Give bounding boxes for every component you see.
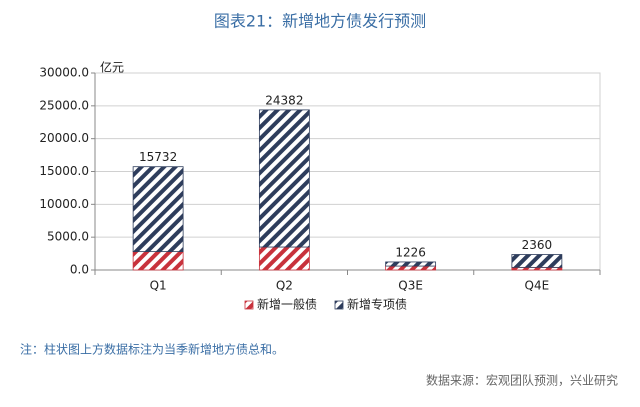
bar-segment	[511, 254, 563, 268]
y-tick-label: 15000.0	[39, 164, 89, 178]
y-tick-label: 20000.0	[39, 131, 89, 145]
x-tick-label: Q3E	[398, 279, 423, 293]
bar-segment	[385, 261, 437, 267]
bar-segment	[258, 109, 310, 248]
chart-title: 图表21：新增地方债发行预测	[214, 12, 426, 31]
total-label: 15732	[139, 150, 177, 164]
x-tick-label: Q2	[276, 279, 293, 293]
y-tick-label: 10000.0	[39, 197, 89, 211]
bar-segment	[132, 251, 184, 271]
y-unit: 亿元	[100, 60, 124, 75]
bar-segment	[132, 166, 184, 253]
x-tick-label: Q4E	[525, 279, 550, 293]
total-label: 24382	[265, 93, 303, 107]
total-label: 1226	[395, 245, 426, 259]
y-tick-label: 5000.0	[47, 230, 89, 244]
y-tick-label: 25000.0	[39, 98, 89, 112]
legend-label: 新增一般债	[257, 297, 317, 312]
y-tick-label: 0.0	[70, 263, 89, 277]
total-label: 2360	[522, 238, 553, 252]
source: 数据来源：宏观团队预测，兴业研究	[426, 373, 618, 388]
bar-segment	[258, 246, 310, 271]
note: 注：柱状图上方数据标注为当季新增地方债总和。	[20, 342, 284, 357]
bar-segment	[385, 265, 437, 271]
legend-swatch	[244, 300, 254, 310]
y-tick-label: 30000.0	[39, 66, 89, 80]
x-tick-label: Q1	[150, 279, 167, 293]
legend-swatch	[334, 300, 344, 310]
legend-label: 新增专项债	[347, 297, 407, 312]
